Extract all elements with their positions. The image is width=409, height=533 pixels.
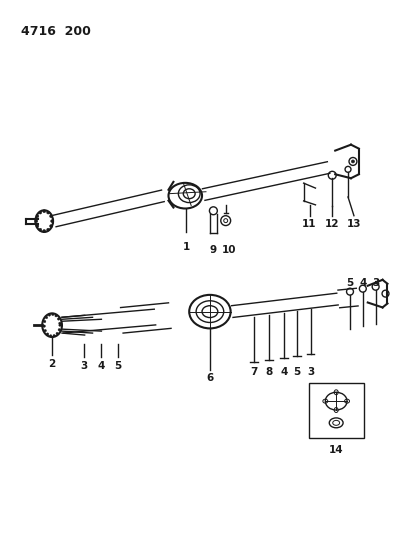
Text: 2: 2 (49, 359, 56, 369)
Circle shape (52, 313, 54, 316)
Text: 5: 5 (293, 367, 300, 377)
Text: 13: 13 (347, 219, 361, 229)
Text: 7: 7 (251, 367, 258, 377)
Circle shape (43, 320, 46, 322)
Circle shape (58, 328, 61, 331)
Circle shape (45, 317, 48, 319)
Text: 10: 10 (221, 245, 236, 255)
Circle shape (59, 324, 61, 326)
Circle shape (57, 318, 60, 320)
Text: 5: 5 (346, 278, 354, 288)
Circle shape (47, 228, 49, 231)
Text: 4: 4 (280, 367, 288, 377)
Text: 8: 8 (265, 367, 273, 377)
Text: 12: 12 (325, 219, 339, 229)
Circle shape (35, 220, 38, 223)
Circle shape (48, 314, 51, 316)
Text: 3: 3 (80, 361, 87, 371)
Text: 4: 4 (359, 278, 366, 288)
Circle shape (46, 333, 49, 335)
Circle shape (351, 160, 355, 163)
Circle shape (36, 215, 39, 217)
Circle shape (43, 230, 46, 232)
Circle shape (49, 215, 52, 217)
Circle shape (39, 211, 42, 214)
Circle shape (58, 322, 61, 325)
Circle shape (36, 224, 39, 228)
Circle shape (49, 224, 52, 228)
Circle shape (44, 329, 47, 332)
Text: 3: 3 (307, 367, 314, 377)
Text: 11: 11 (302, 219, 317, 229)
Text: 5: 5 (115, 361, 122, 371)
Circle shape (43, 325, 45, 327)
Text: 4: 4 (98, 361, 105, 371)
Circle shape (51, 220, 54, 223)
Circle shape (39, 228, 42, 231)
Text: 9: 9 (209, 245, 216, 255)
Text: 1: 1 (183, 243, 190, 252)
Circle shape (55, 314, 57, 317)
Circle shape (43, 210, 46, 213)
Text: 14: 14 (329, 445, 344, 455)
Circle shape (49, 335, 52, 337)
Text: 3: 3 (372, 278, 379, 288)
Circle shape (53, 335, 55, 337)
Circle shape (56, 332, 58, 335)
Circle shape (47, 211, 49, 214)
Text: 4716  200: 4716 200 (20, 26, 90, 38)
Text: 6: 6 (206, 373, 213, 383)
